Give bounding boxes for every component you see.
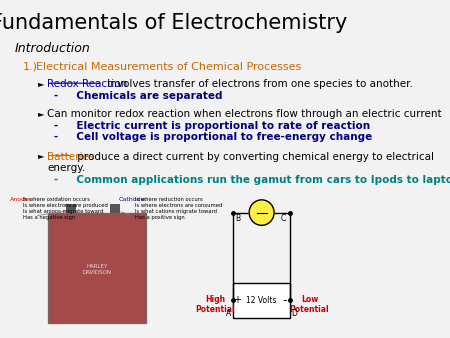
Text: Can monitor redox reaction when electrons flow through an electric current: Can monitor redox reaction when electron… (47, 109, 442, 119)
Text: Cathode:: Cathode: (118, 197, 147, 202)
Text: 12 Volts: 12 Volts (247, 296, 277, 305)
Text: C: C (281, 214, 286, 223)
Text: -     Electric current is proportional to rate of reaction: - Electric current is proportional to ra… (54, 121, 370, 131)
Text: D: D (291, 310, 297, 318)
Text: Batteries: Batteries (47, 151, 94, 162)
Text: -     Cell voltage is proportional to free-energy change: - Cell voltage is proportional to free-e… (54, 132, 372, 142)
Text: produce a direct current by converting chemical energy to electrical: produce a direct current by converting c… (74, 151, 434, 162)
Text: +: + (234, 295, 241, 306)
Text: energy.: energy. (47, 163, 86, 173)
Text: Introduction: Introduction (15, 42, 91, 55)
Text: Anode:: Anode: (10, 197, 32, 202)
FancyBboxPatch shape (48, 213, 146, 323)
Text: B: B (235, 214, 241, 223)
Text: involves transfer of electrons from one species to another.: involves transfer of electrons from one … (104, 79, 413, 89)
Text: High
Potential: High Potential (195, 295, 235, 314)
Text: Fundamentals of Electrochemistry: Fundamentals of Electrochemistry (0, 13, 347, 33)
Text: Electrical Measurements of Chemical Processes: Electrical Measurements of Chemical Proc… (36, 62, 302, 72)
Text: -     Common applications run the gamut from cars to Ipods to laptops: - Common applications run the gamut from… (54, 175, 450, 185)
Text: A: A (225, 310, 231, 318)
Text: -     Chemicals are separated: - Chemicals are separated (54, 91, 222, 101)
Text: HARLEY
DAVIDSON: HARLEY DAVIDSON (82, 264, 112, 275)
Text: Low
Potential: Low Potential (290, 295, 329, 314)
Circle shape (249, 200, 274, 225)
Text: Redox Reaction: Redox Reaction (47, 79, 127, 89)
Text: ►: ► (38, 79, 45, 88)
Text: 1.): 1.) (23, 62, 38, 72)
Text: -: - (283, 294, 287, 307)
Bar (110, 204, 120, 213)
Bar (66, 204, 76, 213)
Text: ►: ► (38, 151, 45, 161)
Text: Is where reduction occurs
Is where electrons are consumed
Is what cations migrat: Is where reduction occurs Is where elect… (135, 197, 222, 220)
Text: Is where oxidation occurs
Is where electrons are produced
Is what anions migrate: Is where oxidation occurs Is where elect… (23, 197, 108, 220)
Text: ►: ► (38, 109, 45, 118)
FancyBboxPatch shape (233, 283, 291, 318)
